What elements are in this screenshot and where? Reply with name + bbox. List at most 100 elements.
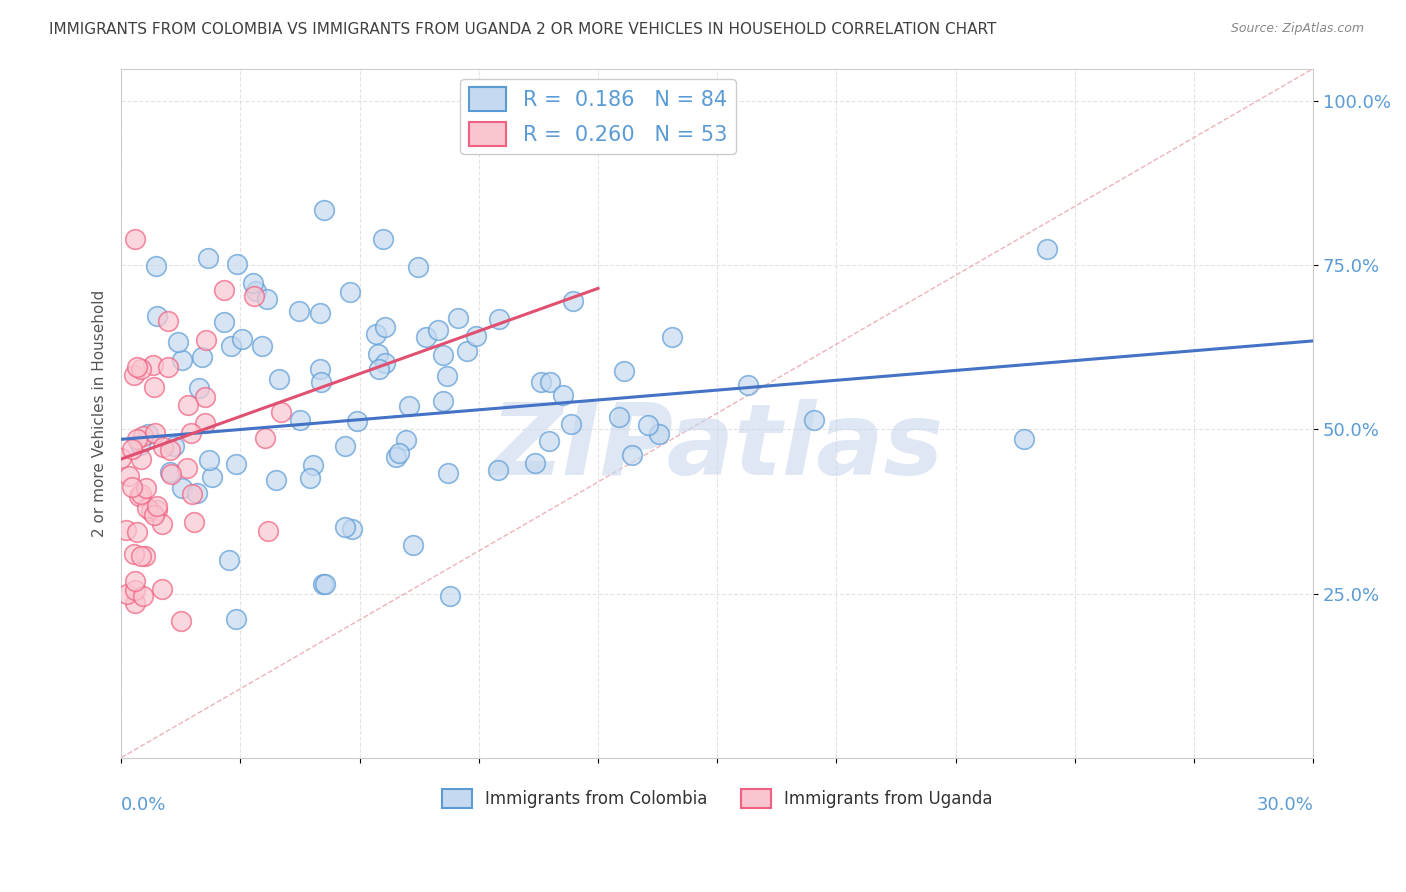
Point xyxy=(803,413,825,427)
Point xyxy=(141,504,163,518)
Point xyxy=(374,356,396,370)
Point xyxy=(538,375,561,389)
Point xyxy=(129,486,152,500)
Point xyxy=(170,481,193,495)
Point xyxy=(124,232,146,246)
Point xyxy=(152,440,174,454)
Point xyxy=(250,339,273,353)
Point xyxy=(226,257,249,271)
Point xyxy=(346,414,368,428)
Point xyxy=(551,387,574,401)
Point xyxy=(402,538,425,552)
Point xyxy=(314,203,336,218)
Point xyxy=(385,450,408,465)
Point xyxy=(219,339,242,353)
Point xyxy=(122,547,145,561)
Point xyxy=(187,381,209,395)
Point xyxy=(143,426,166,441)
Y-axis label: 2 or more Vehicles in Household: 2 or more Vehicles in Household xyxy=(93,290,107,537)
Point xyxy=(176,461,198,475)
Point xyxy=(486,463,509,477)
Point xyxy=(406,260,429,275)
Point xyxy=(562,293,585,308)
Point xyxy=(167,334,190,349)
Point xyxy=(150,582,173,596)
Point xyxy=(374,320,396,334)
Point xyxy=(242,289,264,303)
Point xyxy=(287,303,309,318)
Point xyxy=(253,430,276,444)
Point xyxy=(436,467,458,481)
Point xyxy=(181,487,204,501)
Legend: Immigrants from Colombia, Immigrants from Uganda: Immigrants from Colombia, Immigrants fro… xyxy=(434,782,1000,814)
Point xyxy=(308,306,330,320)
Point xyxy=(367,346,389,360)
Point xyxy=(339,285,361,300)
Point xyxy=(368,362,391,376)
Point xyxy=(309,376,332,390)
Point xyxy=(388,446,411,460)
Point xyxy=(198,453,221,467)
Point xyxy=(124,582,146,597)
Point xyxy=(159,467,181,482)
Point xyxy=(373,232,395,246)
Point xyxy=(299,471,322,485)
Point xyxy=(333,439,356,453)
Point xyxy=(157,314,180,328)
Point xyxy=(538,434,561,448)
Point xyxy=(464,329,486,343)
Point xyxy=(301,458,323,472)
Point xyxy=(146,499,169,513)
Point xyxy=(335,520,357,534)
Point xyxy=(121,442,143,456)
Point xyxy=(131,429,153,443)
Point xyxy=(427,323,450,337)
Point xyxy=(264,473,287,487)
Text: 0.0%: 0.0% xyxy=(121,796,166,814)
Point xyxy=(257,524,280,538)
Point xyxy=(128,489,150,503)
Point xyxy=(1012,432,1035,446)
Point xyxy=(290,413,312,427)
Point xyxy=(530,376,553,390)
Point xyxy=(157,360,180,375)
Point xyxy=(488,312,510,326)
Point xyxy=(134,549,156,564)
Point xyxy=(312,576,335,591)
Point xyxy=(129,452,152,467)
Point xyxy=(136,427,159,442)
Point xyxy=(129,362,152,376)
Point xyxy=(432,348,454,362)
Point xyxy=(127,432,149,446)
Point xyxy=(446,310,468,325)
Point xyxy=(366,327,388,342)
Point xyxy=(143,380,166,394)
Point xyxy=(183,515,205,529)
Point xyxy=(180,425,202,440)
Text: 30.0%: 30.0% xyxy=(1257,796,1313,814)
Point xyxy=(145,260,167,274)
Point xyxy=(124,574,146,588)
Point xyxy=(612,363,634,377)
Point xyxy=(242,276,264,290)
Point xyxy=(308,362,330,376)
Point xyxy=(201,469,224,483)
Point xyxy=(1036,242,1059,256)
Point xyxy=(172,353,194,368)
Point xyxy=(395,434,418,448)
Point xyxy=(314,577,336,591)
Point xyxy=(163,439,186,453)
Point xyxy=(170,614,193,628)
Point xyxy=(132,589,155,603)
Point xyxy=(256,292,278,306)
Point xyxy=(194,390,217,404)
Point xyxy=(127,360,149,375)
Point xyxy=(186,485,208,500)
Point xyxy=(415,330,437,344)
Point xyxy=(143,508,166,522)
Point xyxy=(124,596,146,610)
Point xyxy=(524,456,547,470)
Point xyxy=(115,523,138,537)
Point xyxy=(737,378,759,392)
Point xyxy=(131,549,153,563)
